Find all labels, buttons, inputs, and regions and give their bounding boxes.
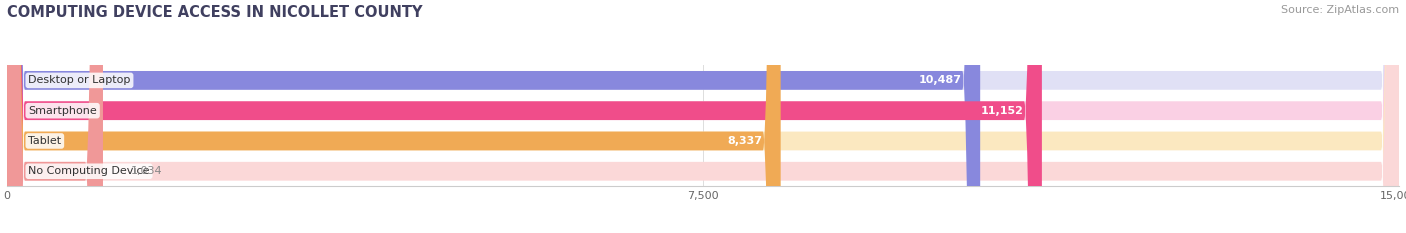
FancyBboxPatch shape	[7, 0, 780, 233]
FancyBboxPatch shape	[7, 0, 1042, 233]
Text: 11,152: 11,152	[980, 106, 1024, 116]
FancyBboxPatch shape	[7, 0, 1399, 233]
Text: 8,337: 8,337	[727, 136, 762, 146]
Text: 1,034: 1,034	[131, 166, 163, 176]
Text: 10,487: 10,487	[918, 75, 962, 85]
Text: Smartphone: Smartphone	[28, 106, 97, 116]
FancyBboxPatch shape	[7, 0, 1399, 233]
Text: Source: ZipAtlas.com: Source: ZipAtlas.com	[1281, 5, 1399, 15]
Text: Tablet: Tablet	[28, 136, 62, 146]
FancyBboxPatch shape	[7, 0, 1399, 233]
FancyBboxPatch shape	[7, 0, 1399, 233]
FancyBboxPatch shape	[7, 0, 103, 233]
FancyBboxPatch shape	[7, 0, 980, 233]
Text: No Computing Device: No Computing Device	[28, 166, 150, 176]
Text: COMPUTING DEVICE ACCESS IN NICOLLET COUNTY: COMPUTING DEVICE ACCESS IN NICOLLET COUN…	[7, 5, 423, 20]
Text: Desktop or Laptop: Desktop or Laptop	[28, 75, 131, 85]
